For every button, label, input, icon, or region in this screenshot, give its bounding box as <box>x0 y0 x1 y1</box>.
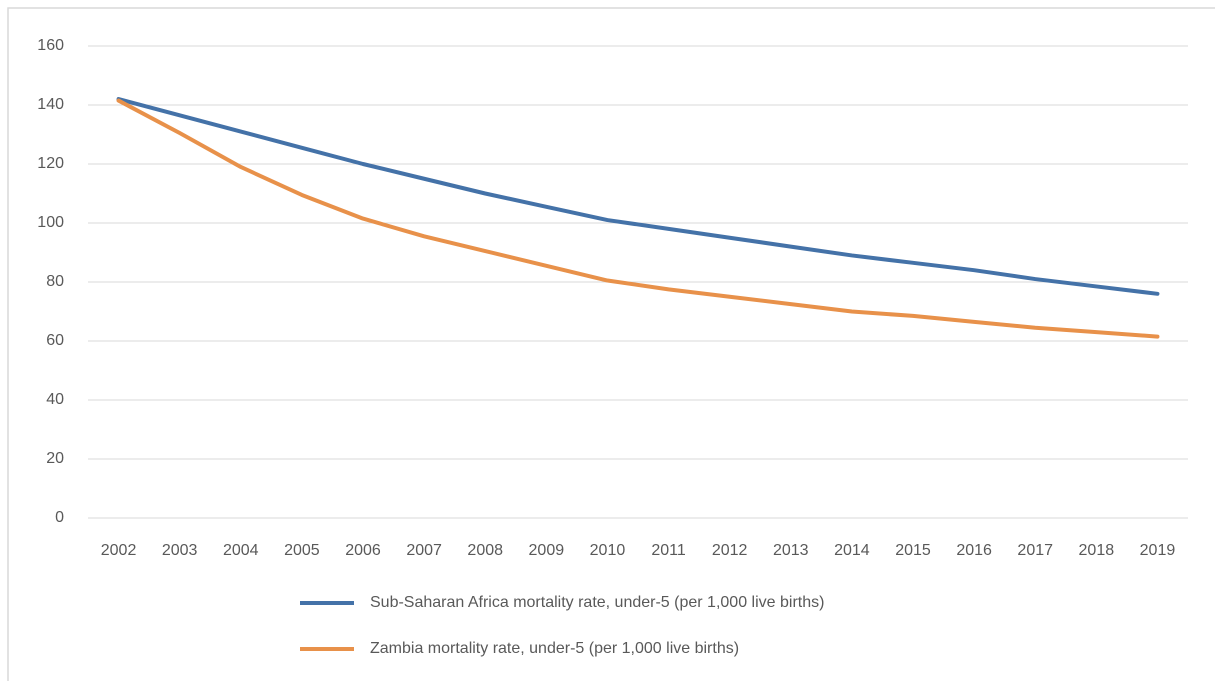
x-tick-label: 2017 <box>1017 542 1053 559</box>
x-tick-label: 2007 <box>406 542 442 559</box>
x-tick-label: 2015 <box>895 542 931 559</box>
x-tick-label: 2018 <box>1079 542 1115 559</box>
x-tick-label: 2003 <box>162 542 198 559</box>
y-tick-label: 80 <box>46 273 64 290</box>
y-tick-label: 20 <box>46 450 64 467</box>
y-tick-label: 100 <box>37 214 64 231</box>
x-tick-label: 2009 <box>529 542 565 559</box>
x-tick-label: 2010 <box>590 542 626 559</box>
legend-label: Zambia mortality rate, under-5 (per 1,00… <box>370 640 739 657</box>
x-tick-label: 2014 <box>834 542 870 559</box>
x-tick-label: 2019 <box>1140 542 1176 559</box>
x-tick-label: 2016 <box>956 542 992 559</box>
series-line <box>116 97 1160 296</box>
y-tick-label: 140 <box>37 96 64 113</box>
x-tick-label: 2005 <box>284 542 320 559</box>
chart-frame <box>7 7 1215 681</box>
x-tick-label: 2012 <box>712 542 748 559</box>
x-tick-label: 2008 <box>467 542 503 559</box>
x-tick-label: 2004 <box>223 542 259 559</box>
y-tick-label: 120 <box>37 155 64 172</box>
y-tick-label: 0 <box>55 509 64 526</box>
legend-label: Sub-Saharan Africa mortality rate, under… <box>370 594 824 611</box>
x-tick-label: 2013 <box>773 542 809 559</box>
x-tick-label: 2006 <box>345 542 381 559</box>
series-line <box>116 98 1160 339</box>
y-tick-label: 60 <box>46 332 64 349</box>
x-tick-label: 2011 <box>651 542 686 559</box>
x-tick-label: 2002 <box>101 542 137 559</box>
y-tick-label: 40 <box>46 391 64 408</box>
y-tick-label: 160 <box>37 37 64 54</box>
